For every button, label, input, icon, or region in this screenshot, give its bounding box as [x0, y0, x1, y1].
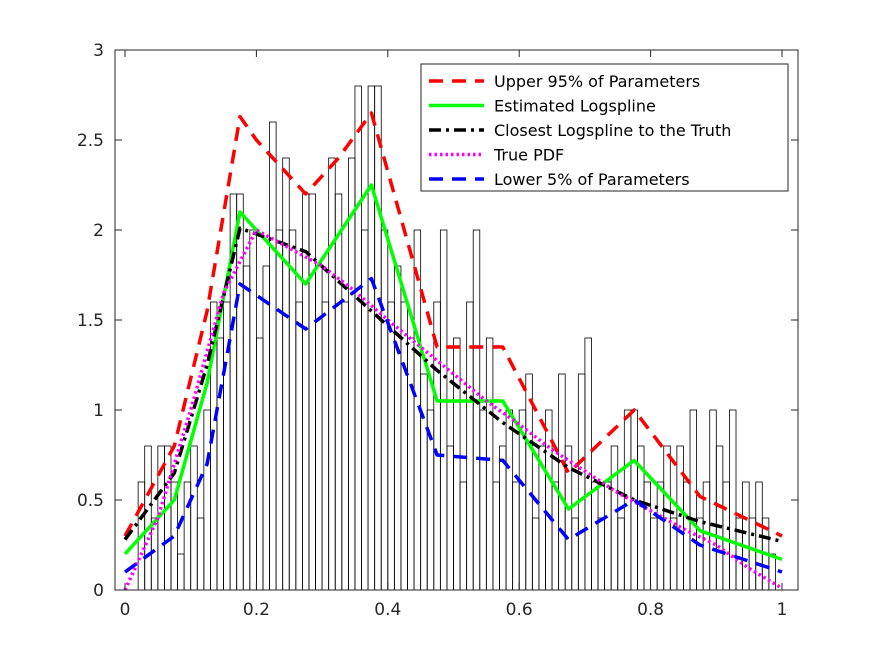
histogram-bar — [748, 517, 757, 591]
histogram-bar — [577, 373, 586, 591]
histogram-bar — [190, 445, 198, 591]
histogram-bar — [328, 157, 336, 591]
histogram-bar — [367, 85, 376, 591]
histogram-bar — [446, 445, 454, 591]
series-line-estimated-logspline — [123, 183, 783, 562]
y-tick-label: 1 — [93, 401, 104, 421]
histogram-bar — [249, 229, 257, 591]
legend-label: Upper 95% of Parameters — [494, 72, 700, 91]
x-tick-label: 0.2 — [243, 600, 270, 620]
x-tick-label: 0.4 — [374, 600, 401, 620]
histogram-bar — [742, 481, 750, 591]
histogram-bar — [459, 481, 468, 591]
y-tick-label: 1.5 — [77, 311, 104, 331]
histogram-bar — [591, 481, 599, 591]
y-tick-label: 0 — [93, 581, 104, 601]
legend: Upper 95% of Parameters Estimated Logspli… — [420, 63, 789, 192]
legend-label: Closest Logspline to the Truth — [494, 121, 731, 140]
histogram-bar — [715, 445, 724, 591]
histogram-bar — [623, 409, 632, 591]
x-tick-label: 0.8 — [637, 600, 664, 620]
legend-box — [420, 63, 789, 192]
histogram-bar — [361, 229, 369, 591]
series-line-closest-logspline-to-the-truth — [123, 226, 783, 544]
histogram-bar — [676, 445, 684, 591]
histogram-bar — [650, 517, 658, 591]
histogram-bar — [472, 229, 481, 591]
histogram-bar — [466, 301, 474, 591]
density-lines — [123, 111, 783, 591]
legend-label: Estimated Logspline — [494, 97, 656, 116]
histogram-bar — [610, 445, 619, 591]
histogram-bar — [439, 229, 448, 591]
histogram-bar — [374, 85, 382, 591]
histogram-bar — [597, 517, 606, 591]
legend-label: True PDF — [493, 146, 564, 165]
histogram-bar — [729, 409, 737, 591]
histogram-bar — [288, 229, 297, 591]
histogram-bar — [262, 265, 270, 591]
histogram-bar — [255, 337, 264, 591]
histogram-bar — [643, 481, 652, 591]
histogram-bar — [334, 193, 343, 591]
histogram-bar — [571, 517, 579, 591]
histogram-bar — [505, 409, 514, 591]
legend-label: Lower 5% of Parameters — [494, 170, 690, 189]
histogram-bar — [354, 85, 362, 591]
histogram-bar — [499, 445, 507, 591]
histogram-bar — [545, 409, 553, 591]
series-line-lower-5-of-parameters — [123, 276, 783, 574]
y-axis-ticks: 0 0.5 1 1.5 2 2.5 3 — [77, 41, 798, 601]
histogram-bar — [203, 409, 211, 591]
histogram-bar — [400, 301, 408, 591]
histogram-bar — [164, 445, 172, 591]
x-tick-label: 1 — [777, 600, 788, 620]
y-tick-label: 2.5 — [77, 131, 104, 151]
histogram-bar — [492, 481, 500, 591]
histogram-bar — [347, 157, 356, 591]
histogram-bar — [551, 481, 560, 591]
histogram-bar — [604, 481, 612, 591]
histogram-bar — [689, 409, 697, 591]
histogram-bar — [341, 301, 349, 591]
histogram-bar — [531, 517, 540, 591]
histogram-bar — [525, 373, 533, 591]
histogram-bar — [282, 157, 290, 591]
histogram-bar — [656, 481, 665, 591]
y-tick-label: 3 — [93, 41, 104, 61]
histogram-bar — [617, 517, 625, 591]
histogram-bar — [275, 229, 284, 591]
histogram-bar — [387, 301, 395, 591]
histogram-bar — [584, 337, 592, 591]
histogram-bar — [393, 265, 402, 591]
histogram-bar — [722, 481, 730, 591]
histogram-bar — [269, 121, 277, 591]
x-tick-label: 0 — [120, 600, 131, 620]
histogram-bar — [216, 337, 224, 591]
histogram-bar — [558, 373, 566, 591]
series-line-true-pdf — [123, 228, 783, 591]
histogram-bar — [315, 265, 323, 591]
histogram-bar — [295, 301, 303, 591]
histogram-bar — [420, 373, 428, 591]
histogram-bar — [196, 517, 205, 591]
histogram-bar — [321, 301, 330, 591]
histogram-bar — [485, 337, 494, 591]
y-tick-label: 2 — [93, 221, 104, 241]
histogram-bar — [236, 193, 244, 591]
histogram-bar — [683, 481, 691, 591]
y-tick-label: 0.5 — [77, 491, 104, 511]
series-line-upper-95-of-parameters — [123, 111, 783, 538]
x-axis-ticks: 0 0.2 0.4 0.6 0.8 1 — [120, 50, 788, 620]
histogram-bar — [407, 337, 415, 591]
histogram-bar — [177, 553, 185, 591]
x-tick-label: 0.6 — [506, 600, 533, 620]
histogram-bar — [242, 265, 251, 591]
histogram-bar — [709, 409, 717, 591]
histogram-bar — [512, 481, 520, 591]
histogram-bar — [144, 445, 152, 591]
histogram-bar — [380, 229, 389, 591]
histogram-bar — [479, 409, 487, 591]
